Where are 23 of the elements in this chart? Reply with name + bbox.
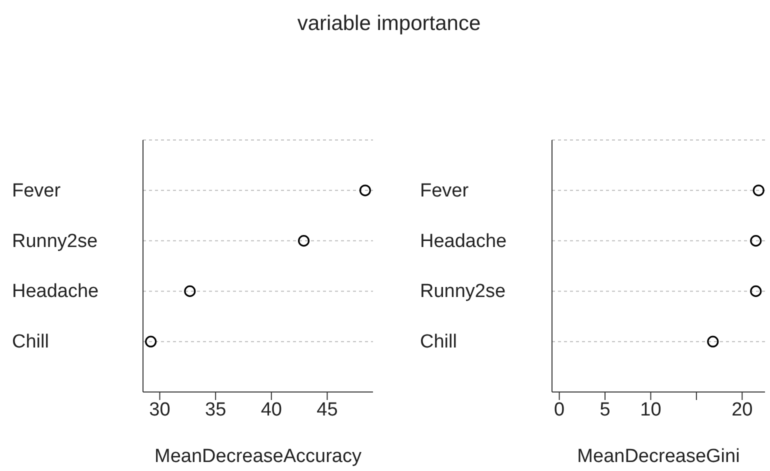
y-tick-label: Runny2se [12, 230, 98, 252]
y-tick-label: Fever [12, 180, 62, 202]
point [359, 184, 371, 196]
x-tick-label: 30 [149, 399, 170, 420]
point [145, 336, 157, 348]
chart-title: variable importance [296, 12, 482, 36]
point [184, 285, 196, 297]
x-tick-label: 10 [640, 399, 662, 420]
x-tick-label: 0 [554, 399, 565, 420]
x-tick-label: 5 [600, 399, 610, 420]
x-tick-label: 45 [316, 399, 338, 420]
y-tick-label: Headache [420, 230, 507, 252]
y-tick-label: Fever [420, 180, 470, 202]
x-tick-label: 20 [732, 399, 753, 420]
y-tick-label: Runny2se [420, 281, 506, 302]
x-axis-title: MeanDecreaseGini [577, 446, 740, 467]
x-axis-title: MeanDecreaseAccuracy [154, 446, 362, 467]
x-tick-label: 40 [260, 399, 282, 420]
y-tick-label: Headache [12, 281, 99, 302]
point [298, 235, 310, 247]
x-tick-label: 35 [205, 399, 226, 420]
y-tick-label: Chill [12, 332, 49, 353]
y-tick-label: Chill [420, 332, 457, 353]
